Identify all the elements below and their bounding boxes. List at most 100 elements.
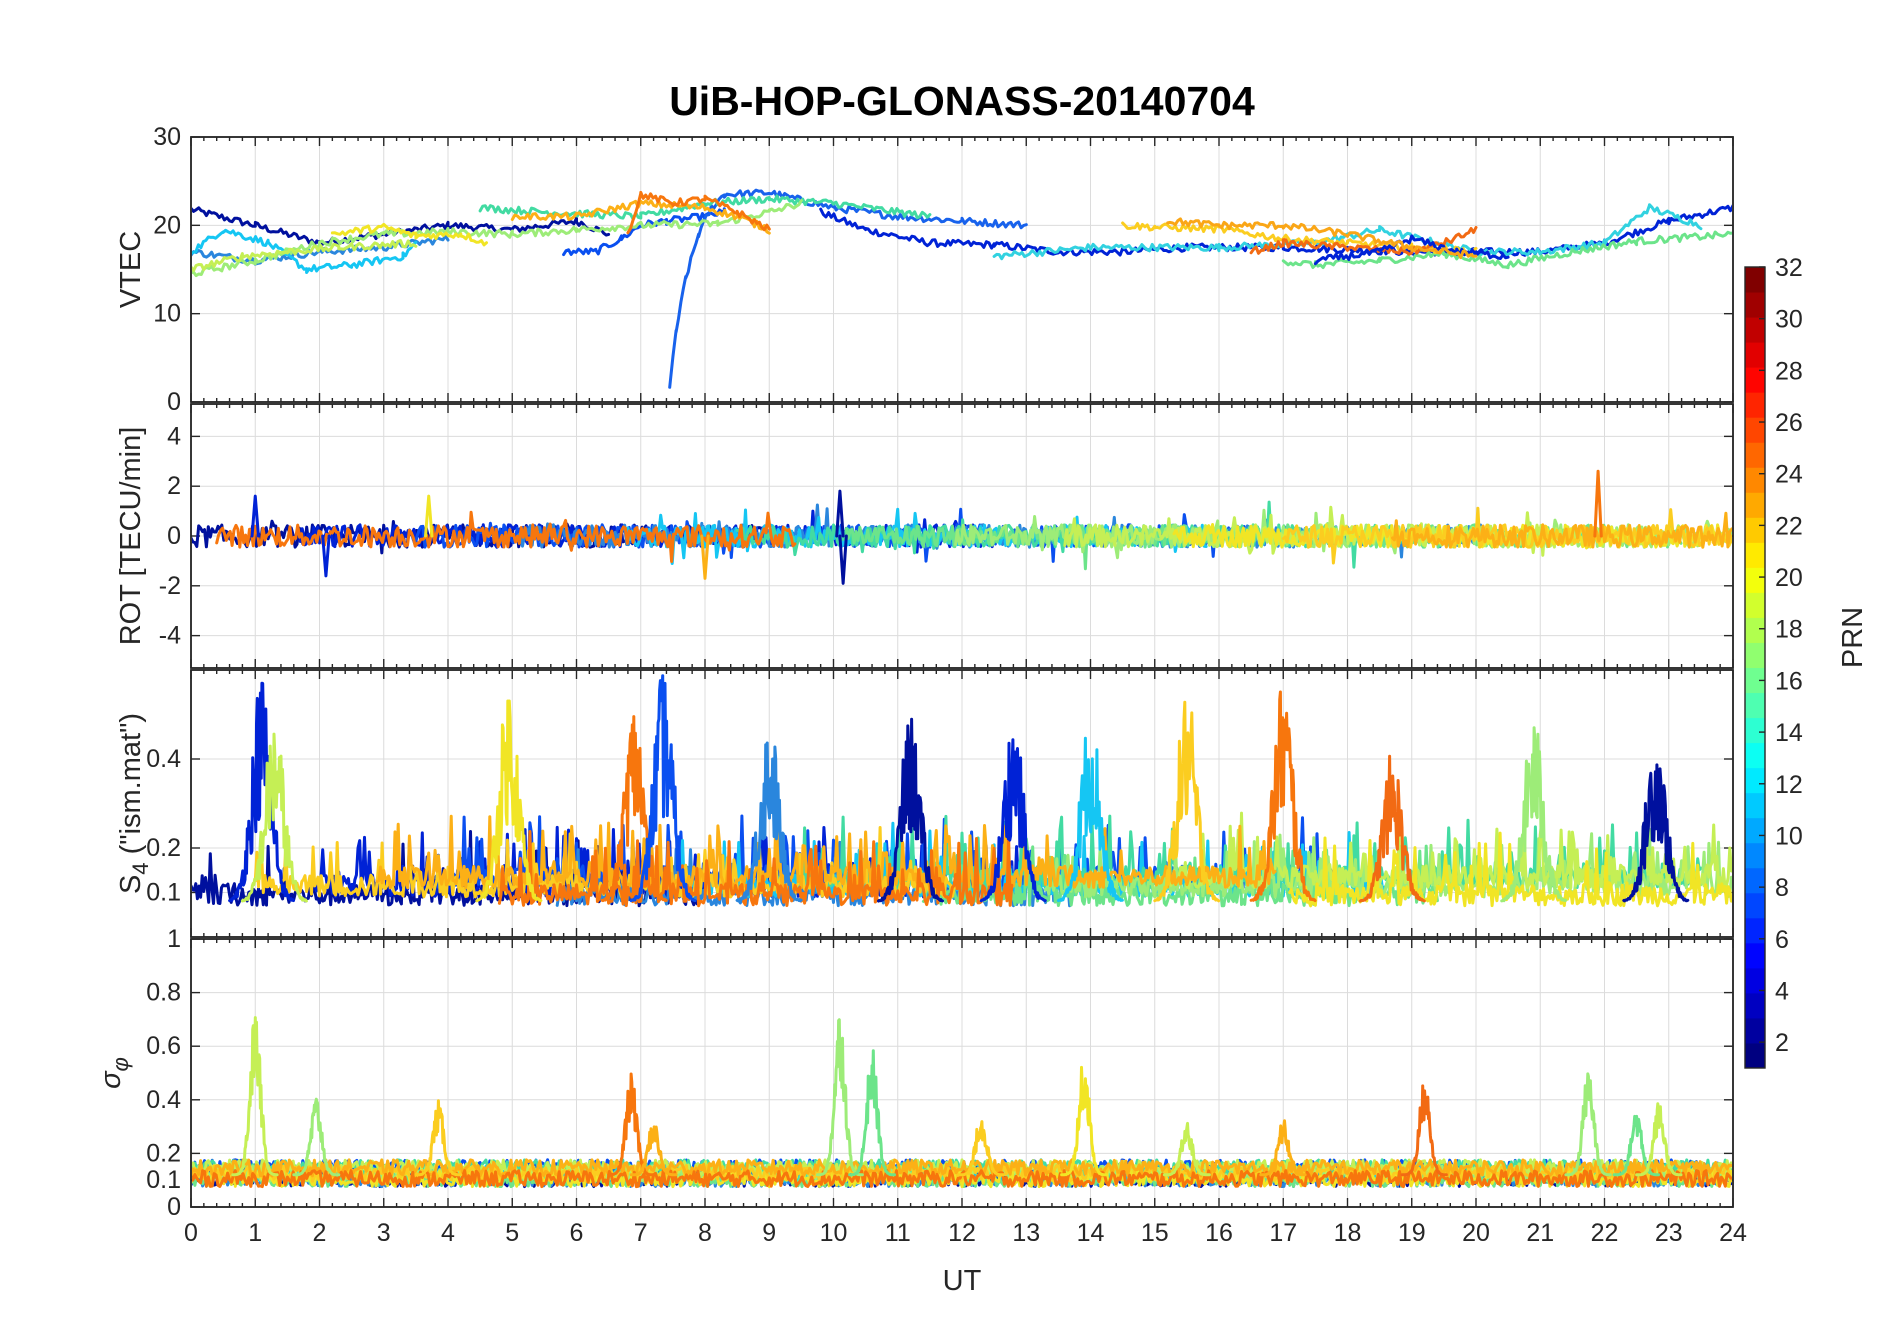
y-tick-label: 4 bbox=[167, 422, 181, 450]
panel-rot: -4 -2 0 2 4 ROT [TECU/min] bbox=[115, 403, 1734, 669]
colorbar-segment bbox=[1745, 467, 1765, 493]
x-tick-label: 10 bbox=[820, 1219, 848, 1247]
colorbar-tick-label: 4 bbox=[1775, 977, 1789, 1005]
colorbar-segment bbox=[1745, 392, 1765, 418]
panel-sigma: 00.10.2 0.4 0.6 0.8 1 σφ bbox=[95, 925, 1734, 1221]
s4-burst bbox=[228, 681, 295, 903]
vtec-series-prn-23 bbox=[1166, 217, 1478, 259]
y-tick-label: 0.1 bbox=[146, 879, 181, 907]
colorbar-tick-label: 24 bbox=[1775, 461, 1803, 489]
colorbar-tick-label: 20 bbox=[1775, 564, 1803, 592]
colorbar-segment bbox=[1745, 792, 1765, 819]
colorbar-segment bbox=[1745, 842, 1765, 869]
colorbar-segment bbox=[1745, 667, 1765, 694]
vtec-series-prn-24 bbox=[626, 190, 771, 235]
y-tick-label: 30 bbox=[153, 123, 181, 151]
x-tick-label: 23 bbox=[1655, 1219, 1683, 1247]
colorbar-tick-label: 30 bbox=[1775, 306, 1803, 334]
x-tick-label: 22 bbox=[1591, 1219, 1619, 1247]
s4-burst bbox=[240, 732, 308, 903]
sigma-burst bbox=[1635, 1102, 1683, 1177]
vtec-series-prn-12 bbox=[192, 228, 418, 274]
y-tick-label: 0.2 bbox=[146, 1139, 181, 1167]
x-tick-label: 17 bbox=[1269, 1219, 1297, 1247]
sigma-trace bbox=[192, 1158, 1732, 1178]
s4-burst bbox=[1500, 726, 1568, 903]
colorbar-segment bbox=[1745, 567, 1765, 593]
y-axis-label-main: σ bbox=[95, 1070, 127, 1089]
colorbar-segment bbox=[1745, 917, 1765, 944]
y-tick-label: 0.6 bbox=[146, 1032, 181, 1060]
colorbar-tick-label: 10 bbox=[1775, 822, 1803, 850]
plot-area bbox=[192, 1016, 1732, 1189]
sigma-burst bbox=[629, 1125, 678, 1177]
s4-burst bbox=[1358, 754, 1426, 903]
rot-spike bbox=[1593, 469, 1603, 538]
y-axis-label: S4 ("ism.mat") bbox=[115, 713, 153, 894]
colorbar-segment bbox=[1745, 1017, 1765, 1044]
x-tick-label: 13 bbox=[1012, 1219, 1040, 1247]
rot-spike bbox=[835, 489, 845, 538]
vtec-series-prn-22 bbox=[510, 199, 771, 235]
panel-vtec: 0 10 20 30 VTEC bbox=[115, 123, 1734, 416]
sigma-burst bbox=[292, 1097, 341, 1177]
s4-burst bbox=[979, 738, 1047, 903]
rot-spike bbox=[321, 534, 331, 578]
y-axis-label-rest: ("ism.mat") bbox=[115, 713, 147, 862]
x-tick-label: 9 bbox=[762, 1219, 776, 1247]
s4-burst bbox=[600, 715, 668, 903]
x-tick-label: 8 bbox=[698, 1219, 712, 1247]
y-tick-label: 0 bbox=[167, 388, 181, 416]
colorbar-segment bbox=[1745, 717, 1765, 744]
colorbar-tick-label: 2 bbox=[1775, 1029, 1789, 1057]
colorbar-tick-label: 32 bbox=[1775, 254, 1803, 282]
colorbar-segment bbox=[1745, 292, 1765, 318]
colorbar-segment bbox=[1745, 592, 1765, 618]
sigma-burst bbox=[1259, 1119, 1307, 1177]
s4-burst bbox=[877, 717, 944, 903]
sigma-burst bbox=[1612, 1114, 1660, 1177]
vtec-series-prn-17 bbox=[192, 199, 803, 278]
colorbar-tick-label: 16 bbox=[1775, 667, 1803, 695]
rot-trace bbox=[215, 510, 797, 563]
x-tick-label: 15 bbox=[1141, 1219, 1169, 1247]
rot-spike bbox=[700, 534, 710, 580]
panel-border bbox=[190, 136, 1734, 403]
x-tick-label: 16 bbox=[1205, 1219, 1233, 1247]
y-axis-label: σφ bbox=[95, 1057, 133, 1089]
colorbar-segment bbox=[1745, 742, 1765, 769]
vtec-series-prn-25 bbox=[1249, 226, 1478, 256]
s4-burst bbox=[1249, 690, 1317, 903]
y-axis-label: ROT [TECU/min] bbox=[115, 427, 147, 646]
rot-spike bbox=[838, 534, 848, 585]
y-tick-label: 10 bbox=[153, 300, 181, 328]
x-tick-label: 0 bbox=[184, 1219, 198, 1247]
colorbar-segment bbox=[1745, 442, 1765, 468]
y-tick-label: 0 bbox=[167, 522, 181, 550]
sigma-burst bbox=[1564, 1072, 1612, 1177]
colorbar-segment bbox=[1745, 542, 1765, 568]
x-tick-label: 19 bbox=[1398, 1219, 1426, 1247]
colorbar-segment bbox=[1745, 417, 1765, 443]
panel-border bbox=[190, 403, 1734, 669]
colorbar-tick-label: 6 bbox=[1775, 926, 1789, 954]
s4-burst bbox=[1622, 763, 1690, 903]
y-axis-label-main: S bbox=[115, 875, 147, 894]
colorbar-frame bbox=[1744, 266, 1766, 1069]
x-tick-label: 14 bbox=[1077, 1219, 1105, 1247]
colorbar-segment bbox=[1745, 767, 1765, 794]
vtec-series-prn-18 bbox=[192, 238, 418, 272]
x-tick-label: 7 bbox=[634, 1219, 648, 1247]
colorbar-segment bbox=[1745, 642, 1765, 668]
y-tick-label: 0 bbox=[167, 1193, 181, 1221]
sigma-burst bbox=[414, 1099, 463, 1177]
colorbar-segment bbox=[1745, 267, 1765, 293]
vtec-series-prn-16 bbox=[1281, 230, 1732, 270]
colorbar-tick-label: 22 bbox=[1775, 512, 1803, 540]
vtec-series-prn-4 bbox=[1313, 234, 1510, 266]
s4-burst bbox=[735, 741, 803, 903]
x-tick-label: 12 bbox=[948, 1219, 976, 1247]
plot-area bbox=[192, 674, 1732, 908]
